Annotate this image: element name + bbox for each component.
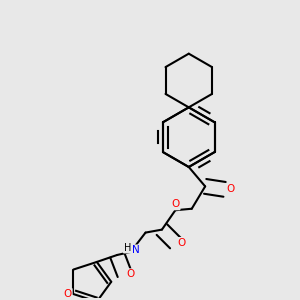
Text: O: O xyxy=(127,269,135,279)
Text: N: N xyxy=(132,245,140,256)
Text: O: O xyxy=(63,289,72,299)
Text: O: O xyxy=(177,238,185,248)
Text: O: O xyxy=(226,184,235,194)
Text: H: H xyxy=(124,242,131,253)
Text: O: O xyxy=(171,199,179,209)
